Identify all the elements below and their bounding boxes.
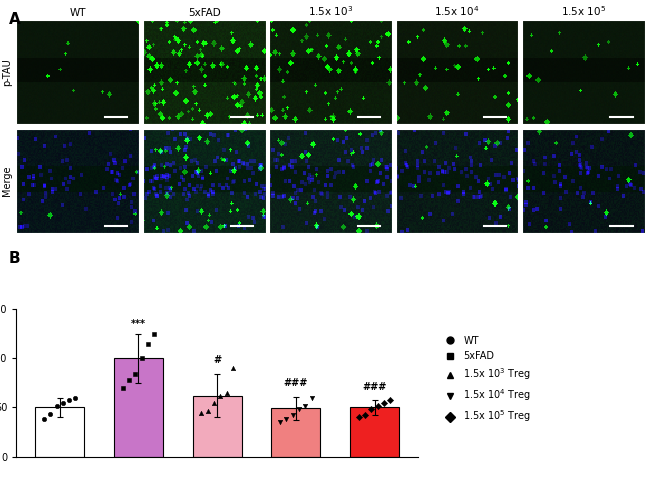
Title: 5xFAD: 5xFAD <box>188 8 220 18</box>
Point <box>293 406 304 413</box>
Text: #: # <box>213 355 221 365</box>
Point <box>228 364 238 372</box>
Point <box>149 330 159 338</box>
Point <box>45 410 55 418</box>
Text: ###: ### <box>284 378 308 388</box>
Point <box>275 418 286 426</box>
Title: 1.5x 10$^{5}$: 1.5x 10$^{5}$ <box>561 4 606 18</box>
Title: 1.5x 10$^{3}$: 1.5x 10$^{3}$ <box>308 4 353 18</box>
Point <box>39 415 49 423</box>
Y-axis label: Merge: Merge <box>2 166 13 196</box>
Point <box>372 402 383 409</box>
Point <box>117 384 128 392</box>
Legend: WT, 5xFAD, 1.5x 10$^3$ Treg, 1.5x 10$^4$ Treg, 1.5x 10$^5$ Treg: WT, 5xFAD, 1.5x 10$^3$ Treg, 1.5x 10$^4$… <box>440 335 531 424</box>
Point <box>130 370 141 378</box>
Point <box>203 408 213 415</box>
Point <box>385 396 395 404</box>
Point <box>307 394 317 402</box>
Point <box>360 411 370 419</box>
Point <box>58 399 68 407</box>
Point <box>196 409 207 417</box>
Title: 1.5x 10$^{4}$: 1.5x 10$^{4}$ <box>434 4 480 18</box>
Point <box>353 413 364 421</box>
Point <box>215 392 226 400</box>
Text: B: B <box>9 251 20 267</box>
Bar <box>350 408 399 457</box>
Point <box>51 402 62 409</box>
Point <box>288 411 298 419</box>
Text: A: A <box>9 12 20 27</box>
Bar <box>36 408 84 457</box>
Point <box>124 376 134 384</box>
Bar <box>193 396 241 457</box>
Point <box>136 355 147 362</box>
Text: ***: *** <box>131 319 146 329</box>
Point <box>281 415 291 423</box>
Point <box>209 399 219 407</box>
Point <box>70 394 81 402</box>
Point <box>366 406 376 413</box>
Bar <box>272 409 320 457</box>
Y-axis label: p-TAU: p-TAU <box>2 58 13 85</box>
Bar <box>114 358 163 457</box>
Point <box>379 399 390 407</box>
Point <box>64 396 74 404</box>
Point <box>143 340 153 348</box>
Text: ###: ### <box>363 382 387 392</box>
Point <box>300 402 311 409</box>
Title: WT: WT <box>70 8 86 18</box>
Point <box>221 389 232 397</box>
